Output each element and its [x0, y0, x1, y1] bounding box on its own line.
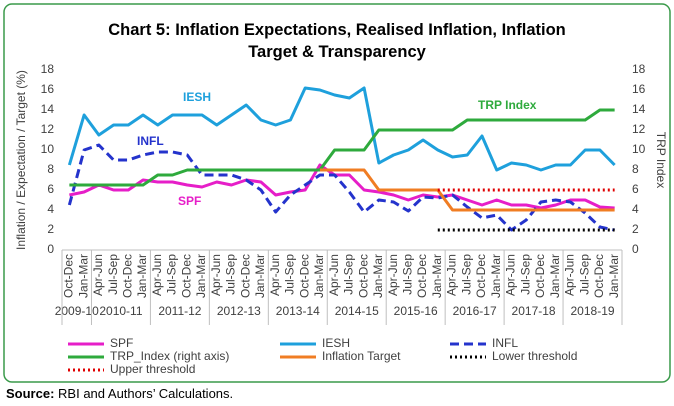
x-tick-label: Oct-Dec: [533, 254, 547, 298]
series-line: [67, 86, 616, 172]
x-tick-label: Oct-Dec: [297, 254, 311, 298]
x-group-label: 2011-12: [158, 304, 201, 318]
y-tick-label: 14: [41, 102, 55, 116]
y-tick-label: 18: [41, 62, 55, 76]
x-tick-label: Jul-Sep: [106, 254, 120, 295]
y2-tick-label: 2: [632, 222, 639, 236]
y2-tick-label: 18: [632, 62, 646, 76]
x-tick-label: Oct-Dec: [415, 254, 429, 298]
x-tick-label: Jul-Sep: [224, 254, 238, 295]
x-tick-label: Jan-Mar: [312, 254, 326, 298]
x-group-label: 2018-19: [571, 304, 615, 318]
x-tick-label: Apr-Jun: [563, 254, 577, 296]
x-tick-label: Apr-Jun: [504, 254, 518, 296]
y2-tick-label: 4: [632, 202, 639, 216]
annotation: IESH: [183, 90, 211, 104]
x-tick-label: Apr-Jun: [445, 254, 459, 296]
x-tick-label: Jan-Mar: [430, 254, 444, 298]
source: Source: RBI and Authors’ Calculations.: [6, 386, 233, 401]
legend-label: Inflation Target: [322, 349, 401, 363]
x-tick-label: Apr-Jun: [209, 254, 223, 296]
legend-label: SPF: [110, 336, 133, 350]
x-tick-label: Oct-Dec: [356, 254, 370, 298]
y2-tick-label: 0: [632, 242, 639, 256]
x-group-label: 2013-14: [276, 304, 320, 318]
chart-title: Chart 5: Inflation Expectations, Realise…: [108, 21, 566, 61]
legend-label: INFL: [492, 336, 518, 350]
x-tick-label: Apr-Jun: [386, 254, 400, 296]
chart-frame: [3, 3, 671, 383]
x-tick-label: Jan-Mar: [548, 254, 562, 298]
x-tick-label: Apr-Jun: [91, 254, 105, 296]
x-tick-label: Jul-Sep: [518, 254, 532, 295]
x-group-label: 2015-16: [394, 304, 438, 318]
y2-tick-label: 10: [632, 142, 646, 156]
x-group-label: 2014-15: [335, 304, 379, 318]
x-group-label: 2016-17: [453, 304, 497, 318]
x-tick-label: Oct-Dec: [238, 254, 252, 298]
x-tick-label: Jan-Mar: [371, 254, 385, 298]
x-tick-label: Jan-Mar: [489, 254, 503, 298]
legend-label: IESH: [322, 336, 350, 350]
series-line: [67, 143, 615, 232]
x-tick-label: Jul-Sep: [342, 254, 356, 295]
y2-axis-label: TRP Index: [654, 132, 668, 188]
x-tick-label: Jan-Mar: [607, 254, 621, 298]
x-tick-label: Jan-Mar: [253, 254, 267, 298]
annotation: INFL: [137, 134, 164, 148]
x-tick-label: Jan-Mar: [194, 254, 208, 298]
x-tick-label: Jul-Sep: [165, 254, 179, 295]
y-tick-label: 4: [47, 202, 54, 216]
x-tick-label: Jul-Sep: [459, 254, 473, 295]
series-line: [319, 168, 615, 212]
y-tick-label: 6: [47, 182, 54, 196]
y2-tick-label: 12: [632, 122, 646, 136]
y-tick-label: 0: [47, 242, 54, 256]
y-tick-label: 12: [41, 122, 55, 136]
x-tick-label: Apr-Jun: [150, 254, 164, 296]
y-axis-label: Inflation / Expectation / Target (%): [14, 70, 28, 250]
y2-tick-label: 16: [632, 82, 646, 96]
x-tick-label: Oct-Dec: [62, 254, 76, 298]
x-tick-label: Jan-Mar: [135, 254, 149, 298]
source-label: Source:: [6, 386, 55, 401]
legend-label: Upper threshold: [110, 362, 195, 376]
y2-tick-label: 8: [632, 162, 639, 176]
legend-label: Lower threshold: [492, 349, 577, 363]
legend-label: TRP_Index (right axis): [110, 349, 229, 363]
x-group-label: 2009-10: [55, 304, 99, 318]
x-tick-label: Apr-Jun: [268, 254, 282, 296]
x-tick-label: Oct-Dec: [120, 254, 134, 298]
x-group-label: 2010-11: [99, 304, 142, 318]
x-tick-label: Jul-Sep: [400, 254, 414, 295]
y-tick-label: 8: [47, 162, 54, 176]
annotation: TRP Index: [478, 98, 537, 112]
x-group-label: 2017-18: [512, 304, 556, 318]
y2-tick-label: 14: [632, 102, 646, 116]
y-tick-label: 2: [47, 222, 54, 236]
y2-tick-label: 6: [632, 182, 639, 196]
x-tick-label: Oct-Dec: [179, 254, 193, 298]
series-line: [69, 108, 615, 187]
x-tick-label: Jul-Sep: [283, 254, 297, 295]
series-line: [69, 163, 615, 210]
x-group-label: 2012-13: [217, 304, 261, 318]
annotation: SPF: [178, 194, 201, 208]
y-tick-label: 10: [41, 142, 55, 156]
x-tick-label: Jul-Sep: [577, 254, 591, 295]
x-tick-label: Apr-Jun: [327, 254, 341, 296]
source-text: RBI and Authors’ Calculations.: [58, 386, 234, 401]
x-tick-label: Jan-Mar: [76, 254, 90, 298]
x-tick-label: Oct-Dec: [474, 254, 488, 298]
y-tick-label: 16: [41, 82, 55, 96]
x-tick-label: Oct-Dec: [592, 254, 606, 298]
